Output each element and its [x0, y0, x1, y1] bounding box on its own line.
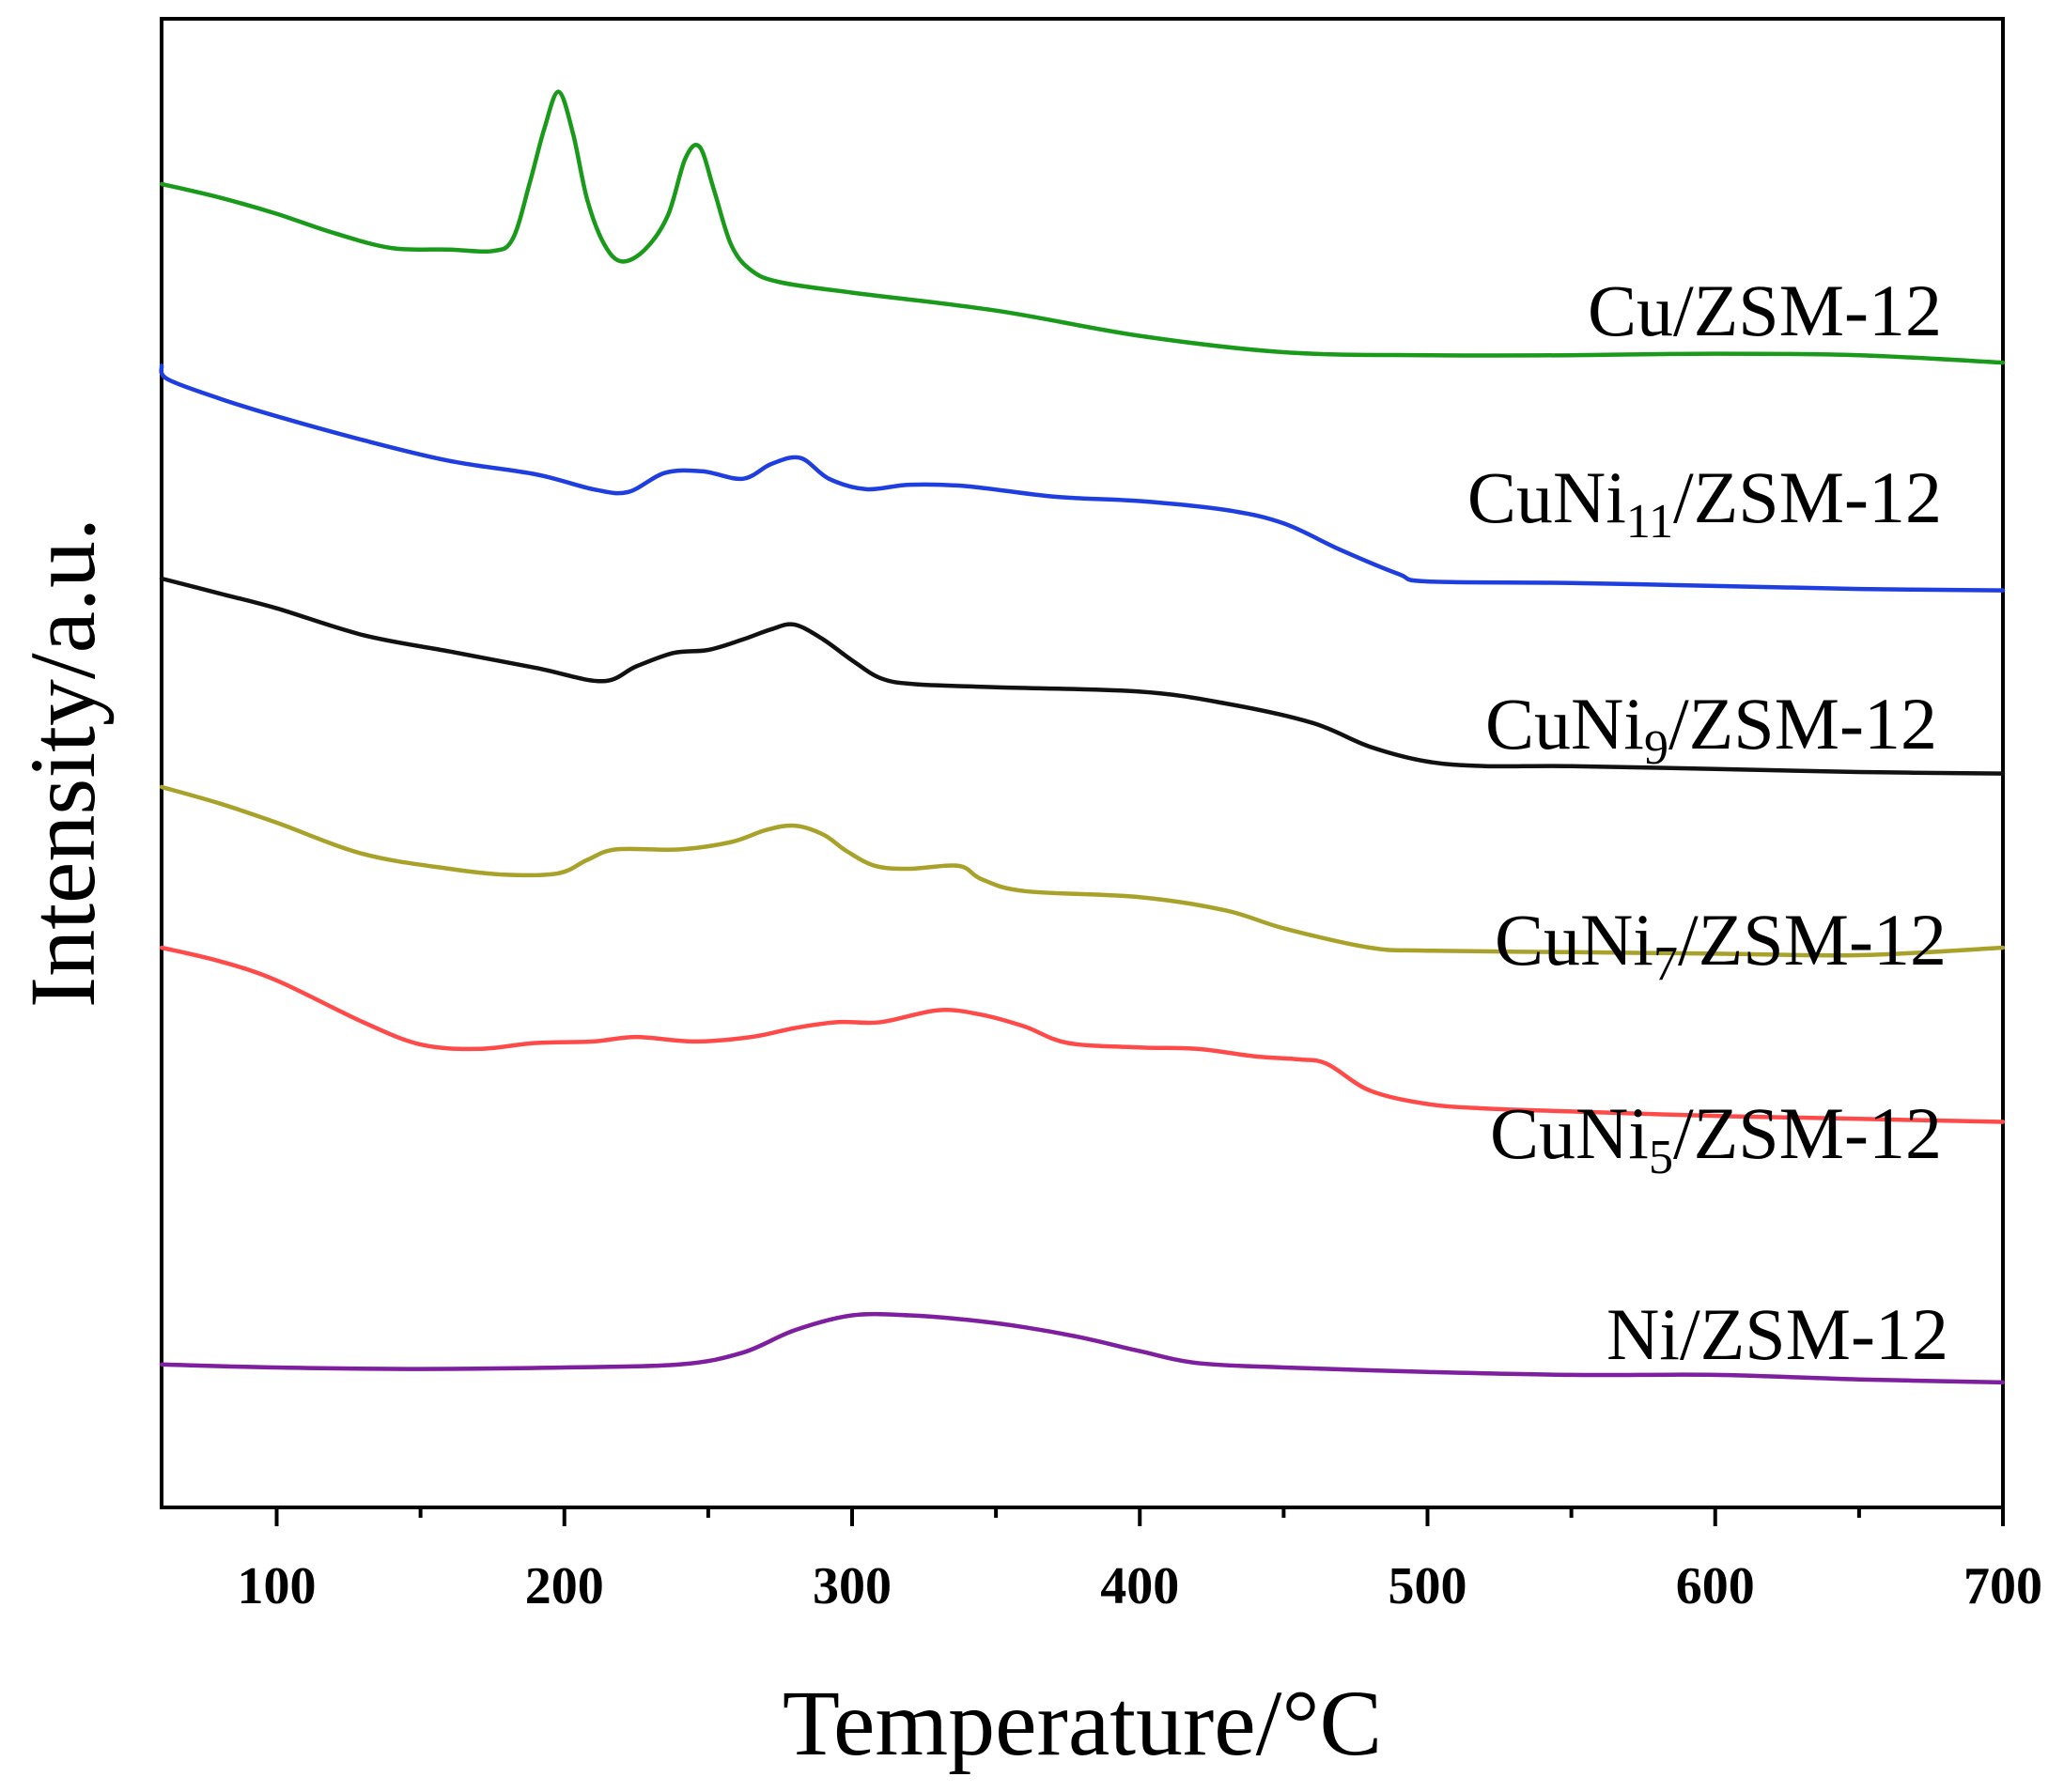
x-tick-label: 400: [1100, 1557, 1179, 1615]
series-label-5: CuNi5/ZSM-12: [1490, 1092, 1942, 1184]
series-label-1: Cu/ZSM-12: [1588, 270, 1942, 351]
x-tick-label: 600: [1676, 1557, 1755, 1615]
x-tick-label: 100: [238, 1557, 317, 1615]
series-label-2: CuNi11/ZSM-12: [1467, 456, 1942, 548]
x-axis-title: Temperature/°C: [783, 1671, 1382, 1775]
series-label-3: CuNi9/ZSM-12: [1485, 683, 1937, 775]
series-line-6: [159, 1311, 2006, 1385]
series-line-5: [159, 945, 2006, 1124]
x-tick-label: 500: [1389, 1557, 1467, 1615]
series-lines: [159, 89, 2006, 1385]
series-labels: Cu/ZSM-12 CuNi11/ZSM-12 CuNi9/ZSM-12 CuNi7/…: [1467, 270, 1948, 1375]
series-line-4: [159, 784, 2006, 958]
x-tick-label: 300: [813, 1557, 892, 1615]
series-label-4: CuNi7/ZSM-12: [1495, 899, 1947, 991]
plot-frame: [160, 17, 2005, 1509]
series-line-2: [159, 363, 2006, 593]
series-line-1: [159, 89, 2006, 365]
x-axis-tick-labels: 100 200 300 400 500 600 700: [238, 1557, 2043, 1615]
y-axis-title: Intensity/a.u.: [10, 518, 115, 1008]
x-tick-label: 200: [525, 1557, 604, 1615]
series-label-6: Ni/ZSM-12: [1606, 1293, 1948, 1375]
series-line-3: [159, 576, 2006, 776]
x-tick-label: 700: [1963, 1557, 2042, 1615]
x-axis-ticks: [274, 1507, 2005, 1526]
